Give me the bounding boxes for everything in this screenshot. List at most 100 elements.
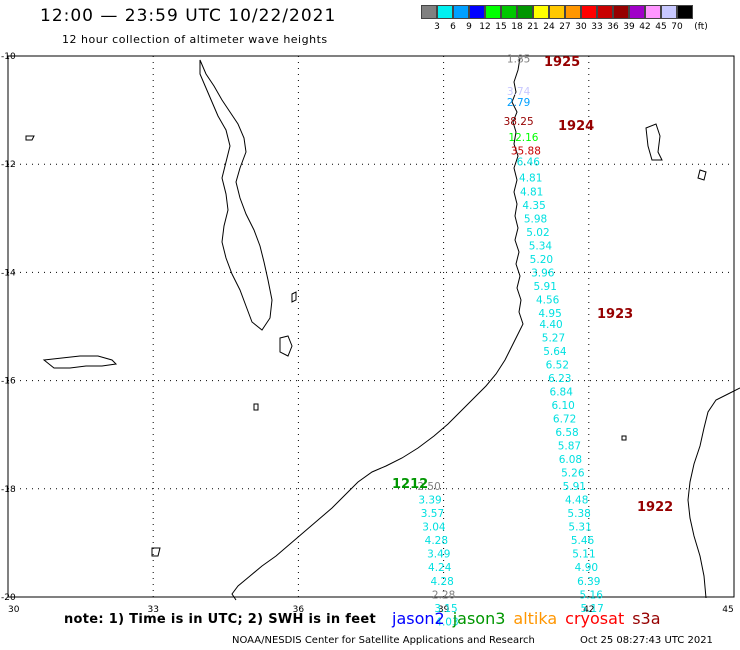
swh-value: 4.95 (538, 308, 561, 320)
swh-value: 38.25 (504, 116, 534, 128)
swh-value: 1.85 (507, 54, 530, 66)
lat-tick-label: -16 (1, 377, 16, 387)
satellite-jason3: jason3 (452, 609, 506, 628)
swh-value: 6.84 (550, 386, 574, 398)
swh-value: 6.39 (577, 576, 600, 588)
legend-label: 36 (607, 22, 619, 32)
swh-value: 5.87 (558, 441, 581, 453)
swh-value: 35.88 (511, 146, 541, 158)
legend-swatches (421, 5, 693, 19)
pass-number-label: 1925 (544, 55, 580, 70)
swh-value: 6.10 (551, 400, 574, 412)
swh-value: 4.48 (565, 495, 588, 507)
legend-label: 12 (479, 22, 491, 32)
legend-label: 70 (671, 22, 683, 32)
legend-label: 39 (623, 22, 635, 32)
lon-tick-label: 33 (147, 605, 158, 615)
lat-tick-label: -12 (1, 160, 16, 170)
swh-value: 6.23 (548, 373, 571, 385)
credit-text: NOAA/NESDIS Center for Satellite Applica… (232, 635, 535, 646)
legend-label: 24 (543, 22, 555, 32)
legend-label: 3 (434, 22, 440, 32)
pass-labels: 1925 1924 1923 1922 1212 (392, 55, 673, 515)
swh-value: 5.46 (571, 535, 595, 547)
swh-value: 2.79 (507, 97, 530, 109)
coastline (25, 57, 740, 601)
legend-label: 21 (527, 22, 539, 32)
swh-value: 5.91 (534, 281, 557, 293)
swh-value: 4.28 (430, 576, 453, 588)
legend-swatch (453, 5, 469, 19)
legend-label: 6 (450, 22, 456, 32)
legend-swatch (645, 5, 661, 19)
legend-swatch (597, 5, 613, 19)
satellite-cryosat: cryosat (565, 609, 625, 628)
swh-value: 5.38 (567, 508, 590, 520)
legend-swatch (549, 5, 565, 19)
swh-value: 5.27 (542, 332, 565, 344)
legend-label: 18 (511, 22, 523, 32)
swh-value: 5.20 (530, 254, 553, 266)
swh-value: 6.72 (553, 413, 576, 425)
lon-tick-label: 45 (722, 605, 733, 615)
swh-value: 6.58 (555, 427, 578, 439)
swh-value: 4.56 (536, 294, 560, 306)
swh-value: 12.16 (508, 132, 538, 144)
swh-value: 6.52 (546, 359, 569, 371)
swh-value: 5.98 (524, 213, 547, 225)
swh-value: 4.35 (522, 200, 545, 212)
pass-number-label: 1212 (392, 477, 428, 492)
legend-swatch (501, 5, 517, 19)
swh-value: 4.03 (435, 616, 458, 628)
swh-value: 6.46 (517, 156, 541, 168)
lat-tick-label: -10 (1, 52, 16, 62)
pass-number-label: 1922 (637, 500, 673, 515)
map-title: 12:00 — 23:59 UTC 10/22/2021 (40, 6, 337, 26)
swh-value: 5.91 (563, 481, 586, 493)
color-legend: 3 6 9 12 15 18 21 24 27 30 33 36 39 42 45 70 (ft) (421, 5, 708, 33)
pass-number-label: 1923 (597, 307, 633, 322)
swh-value: 5.02 (526, 227, 549, 239)
lon-tick-label: 42 (583, 605, 594, 615)
swh-value: 5.26 (561, 468, 585, 480)
legend-swatch (421, 5, 437, 19)
legend-label: 27 (559, 22, 571, 32)
swh-value: 5.11 (572, 549, 595, 561)
swh-value: 5.34 (529, 240, 553, 252)
legend-label: (ft) (694, 22, 708, 32)
legend-swatch (517, 5, 533, 19)
pass-number-label: 1924 (558, 119, 594, 134)
legend-label: 30 (575, 22, 587, 32)
satellite-legend: jason2 jason3 altika cryosat s3a (392, 609, 669, 628)
footer-note: note: 1) Time is in UTC; 2) SWH is in fe… (64, 612, 376, 627)
swh-value: 4.40 (539, 319, 562, 331)
swh-value: 3.74 (507, 86, 531, 98)
legend-label: 33 (591, 22, 603, 32)
swh-value: 5.64 (543, 346, 567, 358)
swh-value: 5.31 (568, 522, 591, 534)
axis-labels: 30 33 36 39 42 45 -10 -12 -14 -16 -18 -20 (1, 52, 734, 615)
lat-tick-label: -20 (1, 593, 16, 603)
timestamp-text: Oct 25 08:27:43 UTC 2021 (580, 635, 713, 646)
legend-label: 42 (639, 22, 651, 32)
swh-value: 3.96 (531, 267, 555, 279)
swh-value: 4.28 (425, 535, 448, 547)
swh-value: 2.28 (432, 589, 455, 601)
lon-tick-label: 36 (293, 605, 305, 615)
swh-value: 4.24 (428, 562, 452, 574)
swh-value: 2.50 (417, 481, 440, 493)
swh-value: 3.39 (418, 495, 441, 507)
legend-swatch (613, 5, 629, 19)
lat-tick-label: -18 (1, 485, 16, 495)
legend-label: 45 (655, 22, 667, 32)
legend-swatch (485, 5, 501, 19)
lon-tick-label: 39 (438, 605, 450, 615)
swh-tracks: 1.85 3.742.79 38.25 12.16 35.886.46 4.814.81 4… (417, 54, 603, 629)
map-frame (7, 55, 735, 598)
legend-swatch (629, 5, 645, 19)
lat-lon-grid (7, 55, 735, 598)
map-subtitle: 12 hour collection of altimeter wave hei… (62, 33, 328, 46)
legend-label: 15 (495, 22, 507, 32)
legend-labels: 3 6 9 12 15 18 21 24 27 30 33 36 39 42 45 70 (ft) (421, 19, 708, 33)
satellite-s3a: s3a (632, 609, 661, 628)
